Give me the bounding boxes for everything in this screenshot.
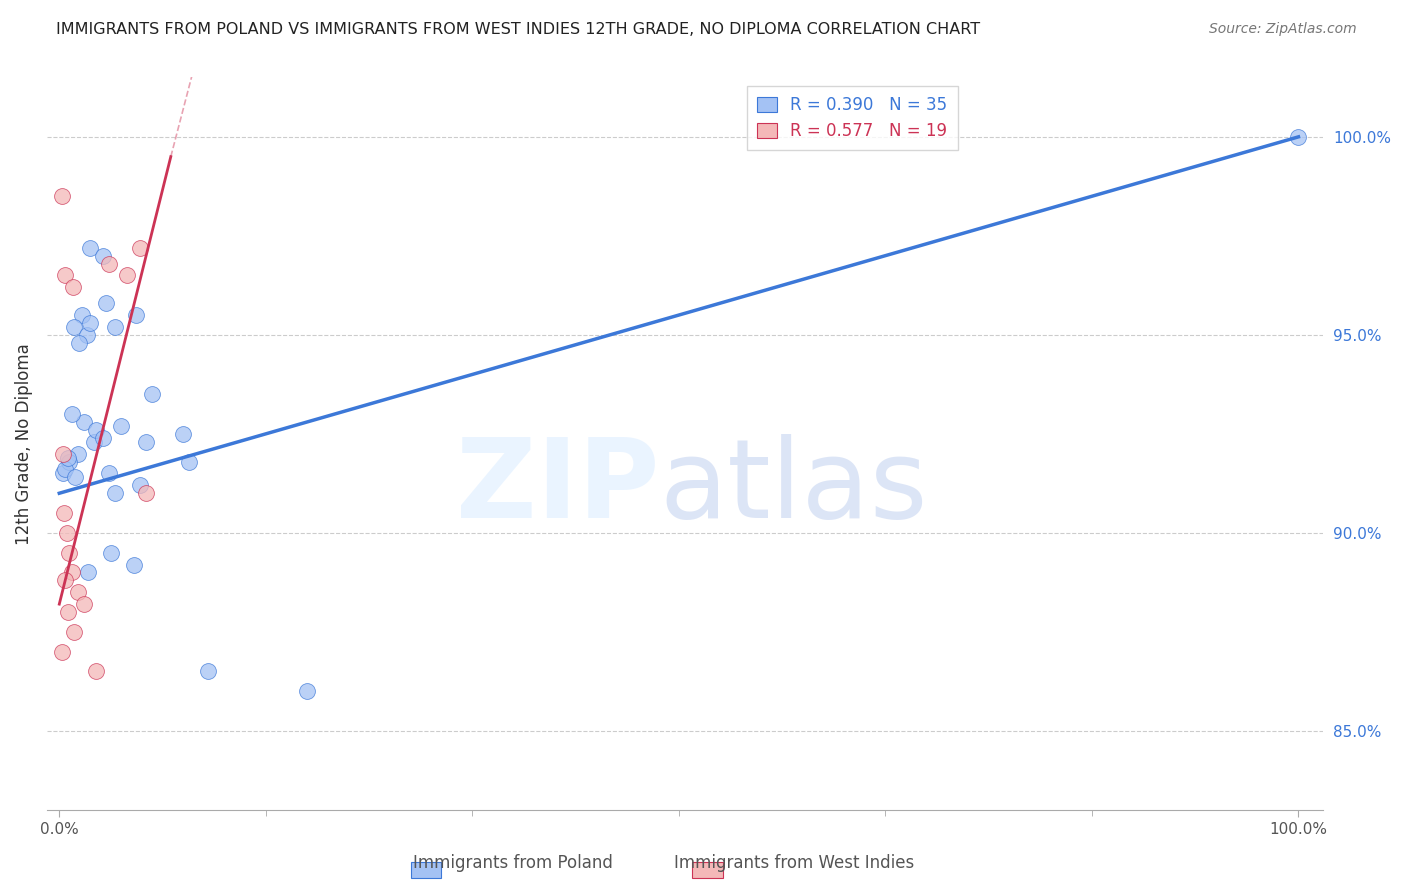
Point (104, 320, 127, 334)
Point (141, 387, 163, 401)
Point (51, 189, 73, 203)
Text: ZIP: ZIP (456, 434, 659, 541)
Point (100, 546, 122, 560)
Point (65, 470, 87, 484)
Point (117, 268, 139, 283)
Point (55, 525, 77, 540)
Point (60, 566, 83, 580)
Point (125, 308, 148, 322)
Point (128, 241, 150, 255)
Point (52, 467, 75, 481)
Point (79, 316, 101, 330)
Point (52, 447, 75, 461)
Point (53, 506, 76, 520)
Point (70, 308, 93, 322)
Point (97, 467, 120, 481)
Point (135, 434, 157, 449)
Point (76, 327, 98, 342)
Point (55, 462, 77, 476)
Y-axis label: 12th Grade, No Diploma: 12th Grade, No Diploma (15, 343, 32, 545)
Text: IMMIGRANTS FROM POLAND VS IMMIGRANTS FROM WEST INDIES 12TH GRADE, NO DIPLOMA COR: IMMIGRANTS FROM POLAND VS IMMIGRANTS FRO… (56, 22, 980, 37)
Point (67, 335, 90, 350)
Point (97, 256, 120, 270)
Point (63, 320, 86, 334)
Point (110, 418, 132, 433)
Point (60, 407, 83, 421)
Point (66, 447, 89, 461)
Point (63, 624, 86, 639)
Point (73, 415, 96, 429)
Text: Immigrants from West Indies: Immigrants from West Indies (675, 855, 914, 872)
Point (73, 597, 96, 611)
Point (172, 426, 194, 441)
Point (76, 566, 98, 580)
Point (66, 585, 89, 599)
Point (179, 454, 201, 468)
Point (86, 423, 108, 437)
Point (96, 296, 118, 310)
Legend: R = 0.390   N = 35, R = 0.577   N = 19: R = 0.390 N = 35, R = 0.577 N = 19 (747, 86, 957, 150)
Point (56, 605, 79, 619)
Point (91, 431, 114, 445)
Text: Source: ZipAtlas.com: Source: ZipAtlas.com (1209, 22, 1357, 37)
Point (55, 268, 77, 283)
Point (197, 665, 219, 679)
Point (91, 249, 114, 263)
Point (62, 280, 84, 294)
Point (295, 684, 318, 698)
Point (128, 478, 150, 492)
Point (79, 241, 101, 255)
Point (56, 450, 79, 465)
Point (58, 454, 80, 468)
Point (135, 486, 157, 500)
Point (1288, 129, 1310, 144)
Point (83, 434, 105, 449)
Point (104, 486, 127, 500)
Point (53, 574, 76, 588)
Point (122, 558, 145, 572)
Point (58, 546, 80, 560)
Text: atlas: atlas (659, 434, 928, 541)
Text: Immigrants from Poland: Immigrants from Poland (413, 855, 613, 872)
Point (51, 645, 73, 659)
Point (86, 665, 108, 679)
